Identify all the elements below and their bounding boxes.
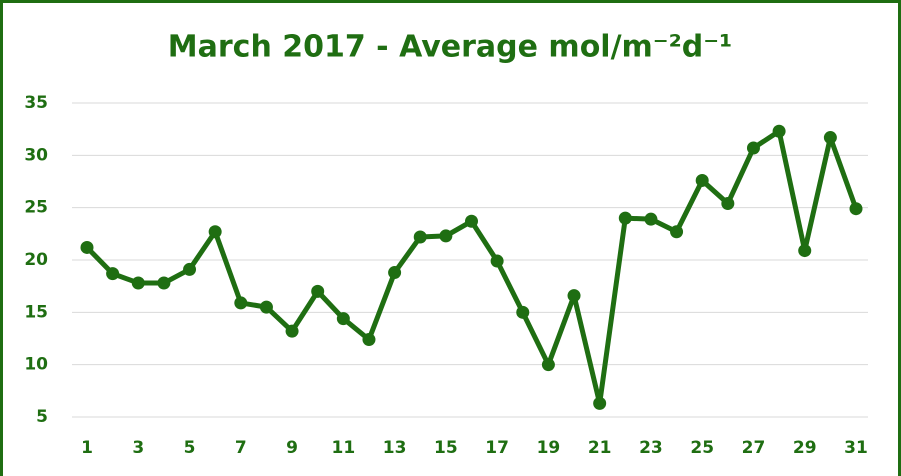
point <box>465 214 478 228</box>
point <box>746 141 760 155</box>
point <box>413 230 427 244</box>
point <box>362 333 376 347</box>
point <box>541 358 555 372</box>
point <box>388 266 402 280</box>
y-tick-label: 10 <box>24 355 48 375</box>
x-tick-label: 9 <box>286 438 298 458</box>
x-tick-label: 31 <box>844 438 868 458</box>
point <box>131 276 145 290</box>
point <box>695 173 709 187</box>
x-tick-label: 15 <box>434 438 458 458</box>
chart-title: March 2017 - Average mol/m⁻²d⁻¹ <box>168 30 732 65</box>
point <box>798 244 812 258</box>
y-tick-label: 25 <box>24 198 48 218</box>
point <box>259 300 273 314</box>
point <box>849 202 863 216</box>
x-tick-label: 7 <box>235 438 247 458</box>
y-tick-label: 30 <box>24 145 48 165</box>
point <box>208 225 222 239</box>
point <box>234 296 248 310</box>
point <box>490 254 504 268</box>
x-tick-label: 27 <box>742 438 766 458</box>
point <box>721 196 735 210</box>
point <box>670 225 684 239</box>
x-tick-label: 19 <box>537 438 561 458</box>
point <box>593 396 607 410</box>
y-tick-label: 5 <box>36 407 48 427</box>
point <box>80 240 94 254</box>
x-tick-label: 29 <box>793 438 817 458</box>
x-tick-label: 3 <box>132 438 144 458</box>
x-tick-label: 21 <box>588 438 612 458</box>
point <box>439 229 453 243</box>
x-tick-label: 25 <box>690 438 714 458</box>
point <box>618 211 632 225</box>
point <box>183 262 197 276</box>
x-tick-label: 1 <box>81 438 93 458</box>
point <box>772 124 786 138</box>
point <box>516 305 530 319</box>
point <box>285 324 299 338</box>
point <box>106 267 120 281</box>
y-tick-label: 35 <box>24 93 48 113</box>
y-tick-label: 15 <box>24 302 48 322</box>
y-tick-label: 20 <box>24 250 48 270</box>
x-tick-label: 13 <box>383 438 407 458</box>
x-tick-label: 23 <box>639 438 663 458</box>
x-tick-label: 5 <box>184 438 196 458</box>
x-tick-label: 11 <box>331 438 355 458</box>
point <box>157 276 171 290</box>
point <box>336 312 350 326</box>
x-tick-label: 17 <box>485 438 509 458</box>
point <box>823 131 837 145</box>
point <box>567 289 581 303</box>
point <box>311 284 325 298</box>
point <box>644 212 658 226</box>
